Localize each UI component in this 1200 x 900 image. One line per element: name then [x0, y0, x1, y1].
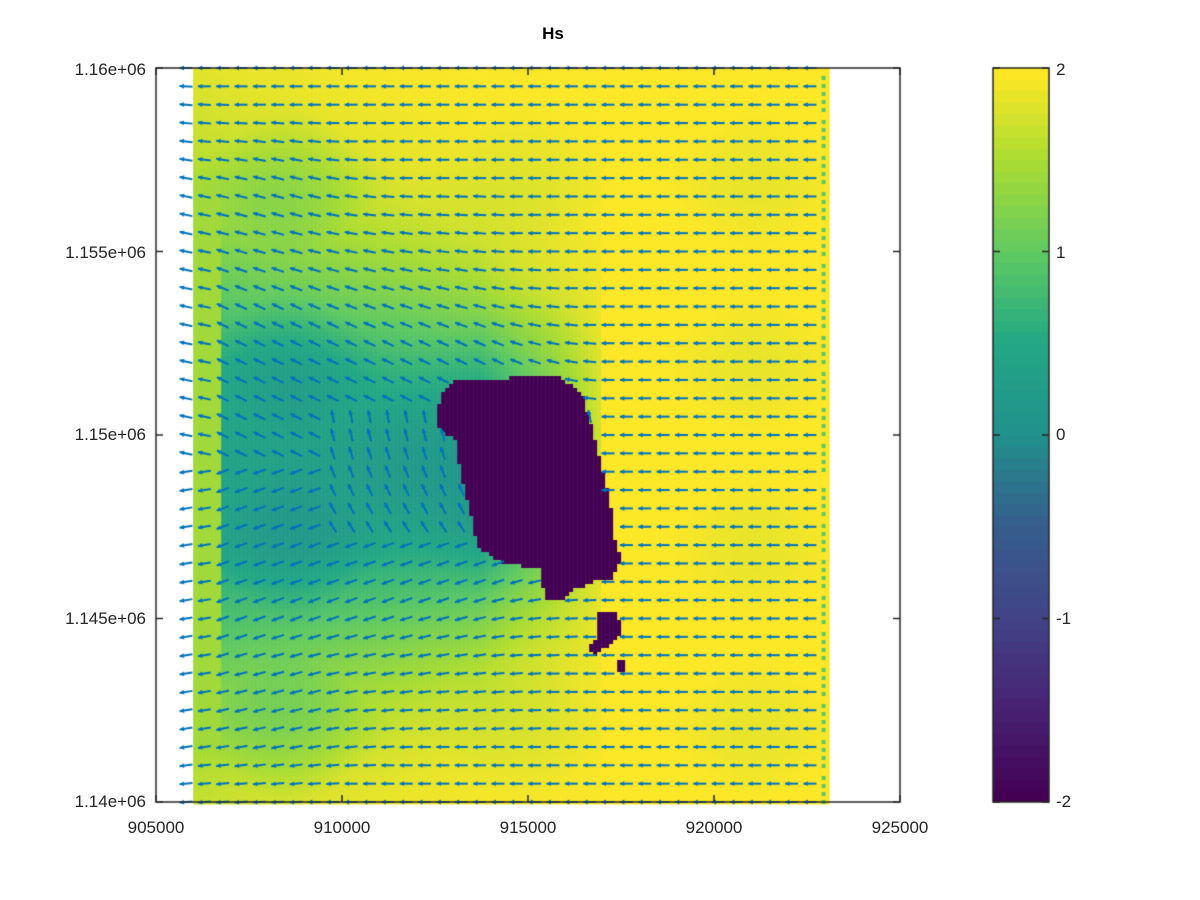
- colorbar-tick-label: 0: [1056, 425, 1066, 444]
- colorbar-tick-label: -1: [1056, 609, 1072, 628]
- y-tick-label: 1.155e+06: [65, 243, 146, 262]
- x-tick-label: 920000: [685, 818, 743, 837]
- x-tick-label: 915000: [499, 818, 557, 837]
- y-tick-label: 1.15e+06: [74, 425, 146, 444]
- y-tick-label: 1.14e+06: [74, 792, 146, 811]
- colorbar-tick-label: -2: [1056, 792, 1072, 811]
- y-tick-label: 1.16e+06: [74, 60, 146, 79]
- y-tick-label: 1.145e+06: [65, 609, 146, 628]
- x-tick-label: 910000: [313, 818, 371, 837]
- colorbar-tick-label: 2: [1056, 60, 1066, 79]
- colorbar-tick-label: 1: [1056, 243, 1066, 262]
- x-tick-label: 905000: [127, 818, 185, 837]
- x-tick-label: 925000: [871, 818, 929, 837]
- chart-title: Hs: [542, 24, 564, 43]
